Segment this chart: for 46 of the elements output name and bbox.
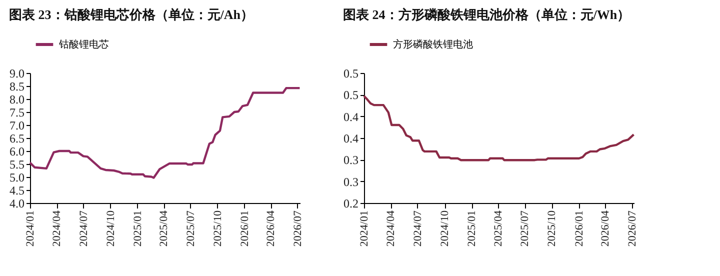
- x-tick-label: 2024/10: [439, 210, 451, 247]
- y-tick-label: 0.4: [344, 110, 358, 124]
- x-tick-label: 2025/04: [492, 210, 504, 247]
- x-tick-label: 2026/07: [292, 210, 304, 247]
- x-tick-label: 2025/01: [132, 210, 144, 247]
- y-tick-label: 0.4: [344, 132, 358, 146]
- x-tick-label: 2024/07: [78, 210, 90, 247]
- y-tick-label: 0.3: [344, 174, 358, 189]
- x-tick-label: 2024/01: [24, 210, 36, 247]
- x-tick-label: 2026/01: [238, 210, 251, 247]
- x-tick-label: 2025/04: [158, 210, 170, 247]
- y-tick-label: 7.5: [10, 106, 24, 120]
- chart-title: 图表 24：方形磷酸铁锂电池价格（单位：元/Wh）: [343, 7, 630, 22]
- y-tick-label: 6.5: [10, 132, 24, 146]
- y-tick-label: 4.0: [10, 196, 24, 210]
- x-tick-label: 2025/07: [184, 210, 197, 247]
- y-tick-label: 0.5: [344, 66, 358, 80]
- x-tick-label: 2026/04: [600, 210, 612, 247]
- x-tick-label: 2025/07: [519, 210, 532, 247]
- x-tick-label: 2026/01: [573, 210, 586, 247]
- x-tick-label: 2024/04: [385, 210, 398, 247]
- line-series: [28, 86, 301, 179]
- line-series: [362, 94, 635, 162]
- y-tick-label: 5.0: [10, 170, 24, 184]
- x-tick-label: 2024/10: [104, 210, 117, 247]
- y-tick-label: 8.5: [10, 80, 24, 94]
- x-tick-label: 2025/01: [466, 210, 478, 247]
- y-tick-label: 5.5: [10, 158, 24, 172]
- legend-label: 方形磷酸铁锂电池: [393, 38, 473, 50]
- y-tick-label: 7.0: [10, 118, 24, 132]
- y-tick-label: 0.2: [344, 196, 358, 210]
- y-tick-label: 4.5: [10, 184, 24, 198]
- x-tick-label: 2026/07: [626, 210, 638, 247]
- x-tick-label: 2025/10: [546, 210, 558, 247]
- y-tick-label: 9.0: [10, 66, 24, 80]
- x-tick-label: 2024/04: [51, 210, 64, 247]
- y-tick-label: 6.0: [10, 144, 24, 158]
- x-tick-label: 2025/10: [212, 210, 224, 247]
- y-tick-label: 0.5: [344, 88, 358, 102]
- y-tick-label: 8.0: [10, 92, 24, 106]
- legend-label: 钴酸锂电芯: [58, 38, 109, 50]
- chart-title: 图表 23：钴酸锂电芯价格（单位：元/Ah）: [9, 7, 254, 22]
- x-tick-label: 2024/07: [412, 210, 424, 247]
- x-tick-label: 2024/01: [358, 210, 370, 247]
- x-tick-label: 2026/04: [265, 210, 278, 247]
- y-tick-label: 0.3: [344, 153, 358, 168]
